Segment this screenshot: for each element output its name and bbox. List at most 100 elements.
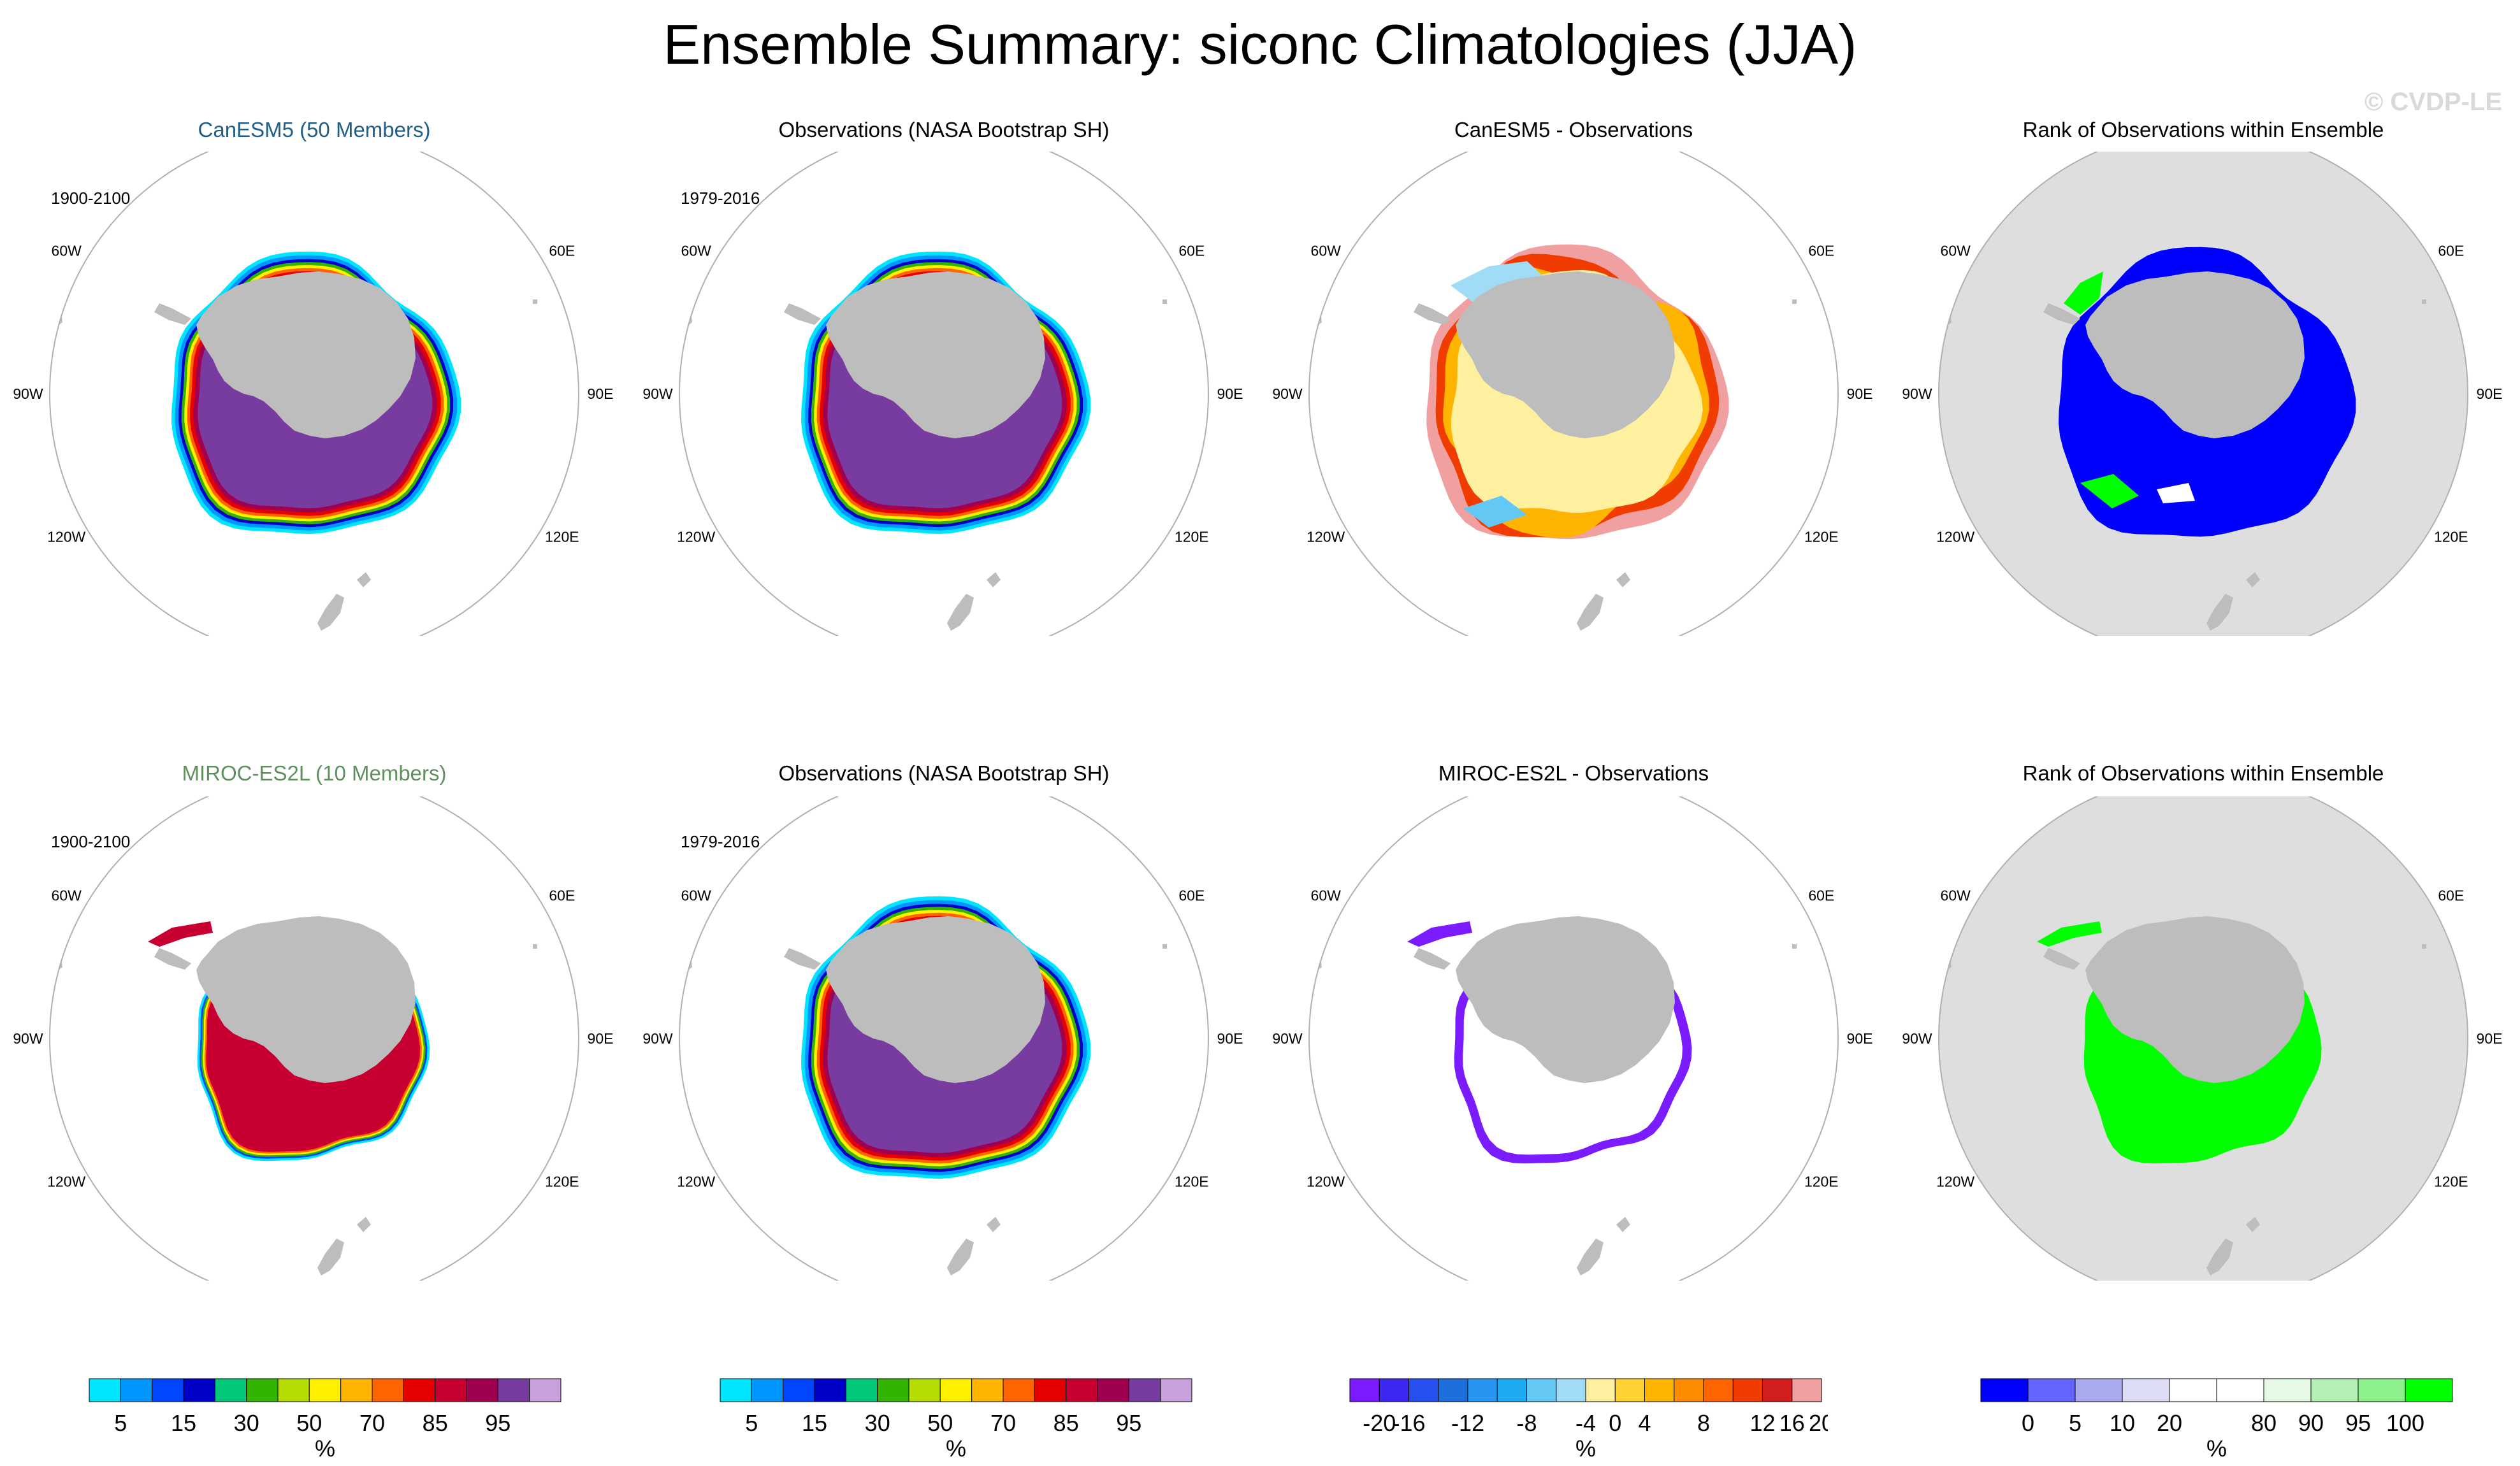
colorbar-box [751, 1378, 784, 1402]
colorbar-box [2122, 1378, 2170, 1402]
lon-label: 30W [786, 152, 816, 154]
colorbar-box [783, 1378, 815, 1402]
map-boundary [679, 152, 1209, 636]
new-zealand-south [1577, 1239, 1604, 1276]
polar-map: 030E60E90E120E150E180150W120W90W60W30W [1902, 796, 2502, 1281]
new-zealand-north [987, 572, 1001, 587]
lon-label: 90E [2477, 385, 2503, 402]
lon-label: 150E [1700, 1278, 1734, 1281]
lon-label: 60W [52, 243, 82, 259]
colorbar-tick-label: 0 [2022, 1410, 2034, 1436]
colorbar-tick-label: 50 [927, 1410, 953, 1436]
colorbar-box [1034, 1378, 1067, 1402]
lon-label: 90W [1272, 1030, 1303, 1047]
rank-band-high [2080, 474, 2139, 508]
lon-label: 90E [1217, 1030, 1243, 1047]
colorbar-box [214, 1378, 247, 1402]
colorbar: 0 5 10 20 80 90 95 100% [1980, 1378, 2453, 1459]
new-zealand-north [357, 1217, 371, 1232]
colorbar-tick-label: 10 [2110, 1410, 2135, 1436]
colorbar-tick-label: -12 [1451, 1410, 1484, 1436]
island-kerguelen [2422, 944, 2426, 949]
colorbar-box [1128, 1378, 1161, 1402]
new-zealand-south [2206, 594, 2233, 631]
polar-map: 030E60E90E120E150E180150W120W90W60W30W [642, 152, 1243, 636]
colorbar-box [1792, 1378, 1822, 1402]
island-kerguelen [2422, 299, 2426, 304]
map-boundary [1308, 152, 1839, 636]
antarctic-peninsula [2043, 948, 2080, 970]
lon-label: 90E [588, 1030, 614, 1047]
lon-label: 150E [2329, 1278, 2364, 1281]
lon-label: 30W [1416, 796, 1446, 799]
lon-label: 60W [681, 888, 712, 904]
panel-title: MIROC-ES2L (10 Members) [182, 761, 447, 785]
lon-label: 90E [1217, 385, 1243, 402]
lon-label: 60W [1941, 888, 1971, 904]
new-zealand-south [317, 594, 344, 631]
period-label: 1979-2016 [681, 832, 760, 851]
lon-label: 120E [2434, 529, 2468, 545]
polar-map: 030E60E90E120E150E180150W120W90W60W30W [13, 152, 613, 636]
colorbar-tick-label: 15 [802, 1410, 827, 1436]
colorbar-box [1066, 1378, 1098, 1402]
colorbar-tick-label: 16 [1779, 1410, 1805, 1436]
antarctic-peninsula [2043, 303, 2080, 325]
colorbar-box [720, 1378, 752, 1402]
colorbar-box [2216, 1378, 2264, 1402]
colorbar-box [435, 1378, 467, 1402]
colorbar-tick-label: 85 [1054, 1410, 1079, 1436]
colorbar-tick-label: 12 [1749, 1410, 1775, 1436]
lon-label: 150E [440, 633, 475, 636]
lon-label: 150E [1700, 633, 1734, 636]
colorbar-box [1556, 1378, 1586, 1402]
colorbar-tick-label: 85 [423, 1410, 448, 1436]
lon-label: 30W [156, 796, 187, 799]
colorbar-box [1160, 1378, 1192, 1402]
south-america-tip [1309, 303, 1322, 336]
lon-label: 150W [781, 1278, 820, 1281]
new-zealand-north [357, 572, 371, 587]
new-zealand-south [1577, 594, 1604, 631]
colorbar-box [1585, 1378, 1616, 1402]
colorbar-box [1438, 1378, 1468, 1402]
lon-label: 60E [1808, 243, 1834, 259]
new-zealand-north [1616, 1217, 1630, 1232]
island-kerguelen [1792, 299, 1797, 304]
colorbar-box [529, 1378, 561, 1402]
colorbar-unit: % [946, 1435, 966, 1459]
colorbar-tick-label: -16 [1392, 1410, 1425, 1436]
figure-title: Ensemble Summary: siconc Climatologies (… [663, 13, 1857, 76]
colorbar-box [1379, 1378, 1410, 1402]
lon-label: 30W [2045, 796, 2076, 799]
colorbar-box [1408, 1378, 1439, 1402]
antarctica-landmass [826, 271, 1045, 438]
colorbar-tick-label: -20 [1363, 1410, 1396, 1436]
lon-label: 150W [2041, 1278, 2079, 1281]
island-kerguelen [533, 944, 537, 949]
lon-label: 90W [642, 1030, 673, 1047]
colorbar-box [1349, 1378, 1380, 1402]
colorbar-box [372, 1378, 404, 1402]
colorbar-box [1980, 1378, 2029, 1402]
colorbar-box [1614, 1378, 1646, 1402]
lon-label: 90W [13, 385, 43, 402]
rank-band-high [2037, 921, 2102, 947]
south-america-tip [50, 303, 62, 336]
antarctica-landmass [196, 271, 416, 438]
colorbar-tick-label: -4 [1575, 1410, 1596, 1436]
antarctic-peninsula [784, 948, 821, 970]
lon-label: 60W [1311, 888, 1342, 904]
lon-label: 120E [2434, 1174, 2468, 1190]
colorbar-tick-label: 100 [2386, 1410, 2424, 1436]
lon-label: 60E [549, 888, 575, 904]
colorbar-tick-label: 95 [1116, 1410, 1141, 1436]
colorbar-box [308, 1378, 342, 1402]
antarctica-landmass [826, 916, 1045, 1083]
lon-label: 120W [47, 529, 85, 545]
polar-map: 030E60E90E120E150E180150W120W90W60W30W [1272, 152, 1872, 636]
colorbar-tick-label: 5 [2069, 1410, 2082, 1436]
lon-label: 120W [1307, 1174, 1345, 1190]
colorbar-tick-label: 80 [2251, 1410, 2277, 1436]
map-boundary [49, 796, 579, 1281]
